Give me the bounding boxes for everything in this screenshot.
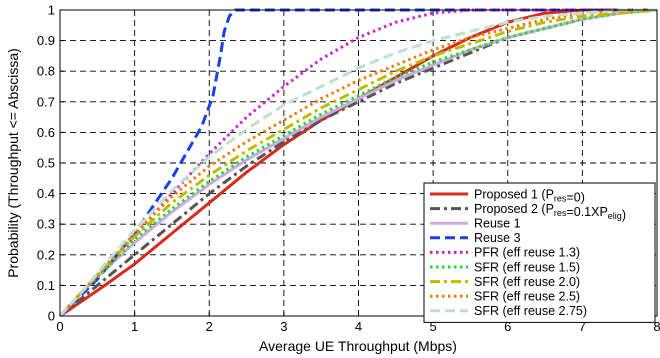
legend-label: Proposed 2 (Pres=0.1XPelig) [474,202,626,222]
y-tick-label: 0 [48,309,55,324]
x-tick-label: 1 [131,319,138,334]
series-line-8 [58,8,657,318]
legend-label: SFR (eff reuse 2.75) [474,304,587,318]
axis-ticks: 0 1 2 3 4 5 6 7 8 0 0.1 0.2 0.3 0.4 0.5 0.6 0.7 0.8 0.9 1 [37,3,660,335]
x-tick-label: 7 [579,319,586,334]
x-tick-label: 3 [280,319,287,334]
y-tick-label: 0.8 [37,64,55,79]
x-axis-label: Average UE Throughput (Mbps) [259,338,457,354]
series-line-7 [58,8,658,318]
legend-label: PFR (eff reuse 1.3) [474,246,580,260]
x-tick-label: 2 [206,319,213,334]
y-tick-label: 0.6 [37,125,55,140]
y-tick-label: 0.5 [37,156,55,171]
series-line-5 [58,8,657,318]
legend-label: SFR (eff reuse 1.5) [474,260,580,274]
y-tick-label: 0.3 [37,217,55,232]
y-tick-label: 0.4 [37,186,55,201]
y-tick-label: 0.2 [37,247,55,262]
series-line-9 [58,8,657,318]
legend-label: SFR (eff reuse 2.0) [474,275,580,289]
y-tick-label: 0.9 [37,33,55,48]
x-tick-label: 4 [355,319,362,334]
legend-label: Proposed 1 (Pres=0) [474,187,585,204]
series-line-3 [58,8,658,318]
x-tick-label: 5 [430,319,437,334]
y-tick-label: 0.7 [37,94,55,109]
legend-label: SFR (eff reuse 2.5) [474,290,580,304]
x-tick-label: 8 [653,319,660,334]
x-tick-label: 0 [56,319,63,334]
y-tick-label: 0.1 [37,278,55,293]
y-tick-label: 1 [48,3,55,18]
legend: Proposed 1 (Pres=0)Proposed 2 (Pres=0.1X… [423,182,656,323]
legend-label: Reuse 1 [474,217,521,231]
x-tick-label: 6 [504,319,511,334]
legend-label: Reuse 3 [474,231,521,245]
y-axis-label: Probability (Throughput <= Abscissa) [5,48,21,278]
